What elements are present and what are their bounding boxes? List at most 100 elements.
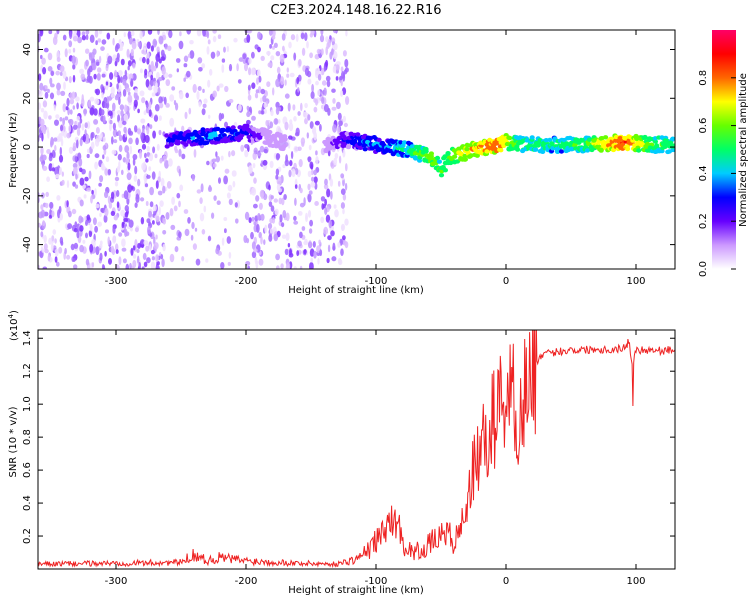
y-tick-label: 0.8 xyxy=(22,429,33,445)
noise-speck xyxy=(251,251,257,259)
noise-speck xyxy=(148,152,154,162)
noise-speck xyxy=(307,193,312,203)
noise-speck xyxy=(276,265,280,269)
noise-speck xyxy=(144,68,148,76)
noise-speck xyxy=(313,169,317,176)
noise-speck xyxy=(112,109,116,118)
noise-speck xyxy=(137,178,141,187)
y-tick-label: 0.2 xyxy=(22,528,33,544)
noise-speck xyxy=(337,126,340,135)
noise-speck xyxy=(217,34,222,39)
noise-speck xyxy=(288,169,292,178)
noise-speck xyxy=(60,124,64,132)
noise-speck xyxy=(224,85,229,93)
noise-speck xyxy=(183,55,189,63)
noise-speck xyxy=(49,77,53,85)
noise-speck xyxy=(118,120,123,128)
noise-speck xyxy=(130,48,134,57)
noise-speck xyxy=(280,76,285,86)
figure-title: C2E3.2024.148.16.22.R16 xyxy=(270,3,441,18)
noise-speck xyxy=(178,40,184,50)
noise-speck xyxy=(158,206,161,216)
noise-speck xyxy=(65,106,69,111)
noise-speck xyxy=(68,125,72,133)
noise-speck xyxy=(255,93,259,99)
noise-speck xyxy=(256,223,260,233)
noise-speck xyxy=(317,258,320,265)
noise-speck xyxy=(121,193,125,198)
trace-point xyxy=(484,142,490,147)
noise-speck xyxy=(256,77,259,85)
noise-speck xyxy=(111,136,114,145)
noise-speck xyxy=(170,224,176,230)
noise-speck xyxy=(64,116,69,121)
noise-speck xyxy=(76,102,79,110)
noise-speck xyxy=(329,178,334,187)
noise-speck xyxy=(135,137,139,146)
noise-speck xyxy=(94,98,100,105)
noise-speck xyxy=(215,247,220,255)
noise-speck xyxy=(275,153,280,161)
noise-speck xyxy=(122,120,127,126)
noise-speck xyxy=(146,145,150,152)
noise-speck xyxy=(210,51,216,59)
noise-speck xyxy=(123,190,129,200)
noise-speck xyxy=(337,180,341,187)
noise-speck xyxy=(310,169,314,176)
noise-speck xyxy=(192,243,197,251)
colorbar-tick-label: 0.6 xyxy=(698,118,709,134)
noise-speck xyxy=(323,104,329,113)
noise-speck xyxy=(134,202,138,208)
noise-speck xyxy=(297,146,302,152)
noise-speck xyxy=(69,92,74,100)
noise-speck xyxy=(148,210,153,218)
noise-speck xyxy=(275,168,280,176)
noise-speck xyxy=(45,191,49,197)
noise-speck xyxy=(90,131,95,139)
noise-speck xyxy=(98,244,103,249)
noise-speck xyxy=(307,170,312,178)
y-tick-label: 0.4 xyxy=(22,495,33,511)
noise-speck xyxy=(51,167,56,172)
noise-speck xyxy=(315,156,319,165)
colorbar-tick-label: 0.8 xyxy=(698,70,709,86)
noise-speck xyxy=(326,257,330,264)
noise-speck xyxy=(145,158,149,163)
noise-speck xyxy=(334,152,339,159)
noise-speck xyxy=(310,91,315,99)
noise-speck xyxy=(344,218,349,226)
noise-speck xyxy=(321,80,327,86)
noise-speck xyxy=(158,96,163,104)
noise-speck xyxy=(112,37,115,46)
noise-speck xyxy=(263,102,267,109)
noise-speck xyxy=(248,165,253,174)
noise-speck xyxy=(320,30,324,36)
trace-point xyxy=(183,142,189,147)
noise-speck xyxy=(200,183,204,193)
noise-speck xyxy=(100,132,103,138)
noise-speck xyxy=(273,118,279,125)
noise-speck xyxy=(89,223,93,232)
noise-speck xyxy=(86,75,91,83)
noise-speck xyxy=(273,233,279,242)
noise-speck xyxy=(332,124,337,133)
noise-speck xyxy=(310,30,315,36)
noise-speck xyxy=(224,168,230,174)
noise-speck xyxy=(141,266,145,269)
noise-speck xyxy=(151,256,155,261)
noise-speck xyxy=(221,64,225,73)
trace-point xyxy=(337,135,343,140)
noise-speck xyxy=(279,54,285,63)
noise-speck xyxy=(342,193,347,201)
noise-speck xyxy=(112,128,118,138)
noise-speck xyxy=(188,107,192,115)
noise-speck xyxy=(293,215,297,221)
noise-speck xyxy=(39,30,44,37)
noise-speck xyxy=(72,35,78,42)
noise-speck xyxy=(164,159,169,169)
noise-speck xyxy=(148,109,152,117)
noise-speck xyxy=(160,49,165,57)
noise-speck xyxy=(218,112,223,122)
noise-speck xyxy=(231,150,236,157)
noise-speck xyxy=(255,260,259,269)
